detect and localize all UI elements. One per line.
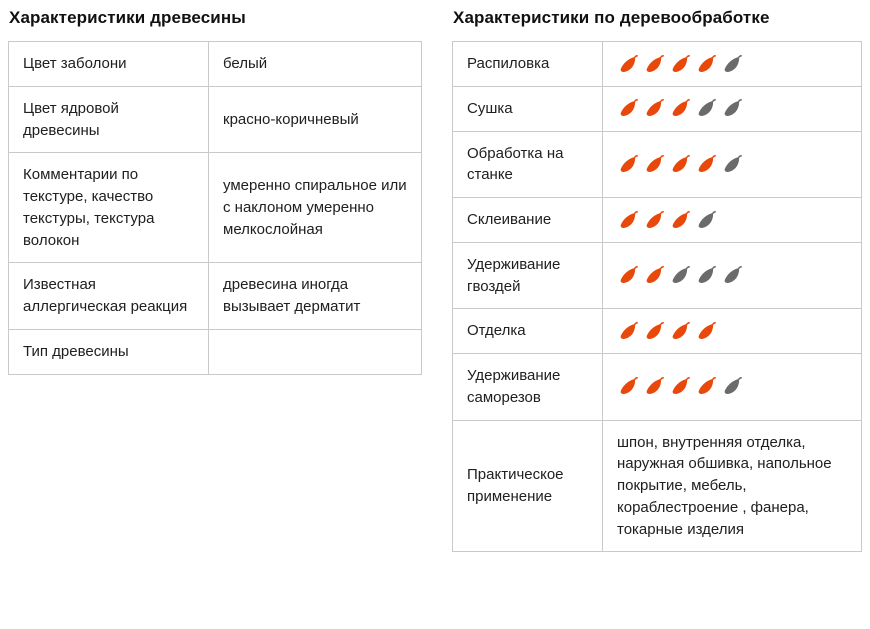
page: Характеристики древесины Цвет заболони бе… xyxy=(8,6,862,553)
row-label: Распиловка xyxy=(452,41,603,87)
wood-characteristics-table: Цвет заболони белый Цвет ядровой древесины… xyxy=(8,41,422,375)
table-row: Отделка xyxy=(452,308,862,354)
leaf-icon xyxy=(620,54,638,72)
row-value: белый xyxy=(208,41,422,87)
woodworking-characteristics-title: Характеристики по деревообработке xyxy=(453,8,770,27)
leaf-icon xyxy=(620,210,638,228)
table-row: Сушка xyxy=(452,85,862,132)
leaf-icon xyxy=(672,266,690,284)
rating-leaves xyxy=(602,41,862,87)
leaf-icon xyxy=(698,54,716,72)
rating-leaves xyxy=(602,130,862,198)
row-value xyxy=(208,328,422,375)
leaf-icon xyxy=(646,99,664,117)
table-row: Тип древесины xyxy=(8,328,422,375)
row-value: умеренно спиральное или с наклоном умере… xyxy=(208,152,422,264)
table-row: Цвет заболони белый xyxy=(8,41,422,87)
wood-characteristics-body: Цвет заболони белый Цвет ядровой древесины… xyxy=(8,41,422,375)
leaf-icon xyxy=(620,99,638,117)
row-label: Цвет заболони xyxy=(8,41,209,87)
table-row: Практическое применение шпон, внутренняя … xyxy=(452,419,862,553)
leaf-icon xyxy=(620,377,638,395)
leaf-icon xyxy=(698,154,716,172)
table-row: Удерживание саморезов xyxy=(452,353,862,421)
leaf-icon xyxy=(724,99,742,117)
woodworking-characteristics-table: Распиловка Сушка Обработка на станке Склеив… xyxy=(452,41,862,553)
row-label: Удерживание саморезов xyxy=(452,353,603,421)
leaf-icon xyxy=(646,54,664,72)
leaf-icon xyxy=(672,99,690,117)
leaf-icon xyxy=(698,377,716,395)
leaf-icon xyxy=(620,321,638,339)
woodworking-characteristics-section: Характеристики по деревообработке Распил… xyxy=(452,6,862,553)
leaf-icon xyxy=(620,154,638,172)
table-row: Распиловка xyxy=(452,41,862,87)
wood-characteristics-title: Характеристики древесины xyxy=(9,8,246,27)
leaf-icon xyxy=(646,321,664,339)
table-row: Обработка на станке xyxy=(452,130,862,198)
row-label: Комментарии по текстуре, качество тексту… xyxy=(8,152,209,264)
leaf-icon xyxy=(724,154,742,172)
leaf-icon xyxy=(698,266,716,284)
row-value: шпон, внутренняя отделка, наружная обшив… xyxy=(602,419,862,553)
table-row: Склеивание xyxy=(452,197,862,243)
leaf-icon xyxy=(698,321,716,339)
rating-leaves xyxy=(602,197,862,243)
leaf-icon xyxy=(646,210,664,228)
row-value: древесина иногда вызывает дерматит xyxy=(208,262,422,330)
rating-leaves xyxy=(602,241,862,310)
row-label: Отделка xyxy=(452,308,603,354)
rating-leaves xyxy=(602,308,862,354)
leaf-icon xyxy=(672,321,690,339)
leaf-icon xyxy=(672,377,690,395)
table-row: Цвет ядровой древесины красно-коричневый xyxy=(8,85,422,154)
leaf-icon xyxy=(672,154,690,172)
leaf-icon xyxy=(698,99,716,117)
leaf-icon xyxy=(646,266,664,284)
leaf-icon xyxy=(698,210,716,228)
table-row: Комментарии по текстуре, качество тексту… xyxy=(8,152,422,264)
leaf-icon xyxy=(672,54,690,72)
row-label: Склеивание xyxy=(452,197,603,243)
leaf-icon xyxy=(646,154,664,172)
leaf-icon xyxy=(724,266,742,284)
row-label: Сушка xyxy=(452,85,603,132)
rating-leaves xyxy=(602,353,862,421)
row-label: Обработка на станке xyxy=(452,130,603,198)
row-label: Практическое применение xyxy=(452,419,603,553)
leaf-icon xyxy=(724,54,742,72)
row-label: Удерживание гвоздей xyxy=(452,241,603,310)
row-label: Цвет ядровой древесины xyxy=(8,85,209,154)
row-value: красно-коричневый xyxy=(208,85,422,154)
woodworking-characteristics-body: Распиловка Сушка Обработка на станке Склеив… xyxy=(452,41,862,553)
rating-leaves xyxy=(602,85,862,132)
leaf-icon xyxy=(724,377,742,395)
leaf-icon xyxy=(672,210,690,228)
leaf-icon xyxy=(646,377,664,395)
table-row: Известная аллергическая реакция древесина… xyxy=(8,262,422,330)
wood-characteristics-section: Характеристики древесины Цвет заболони бе… xyxy=(8,6,422,552)
row-label: Известная аллергическая реакция xyxy=(8,262,209,330)
table-row: Удерживание гвоздей xyxy=(452,241,862,310)
row-label: Тип древесины xyxy=(8,328,209,375)
leaf-icon xyxy=(620,266,638,284)
